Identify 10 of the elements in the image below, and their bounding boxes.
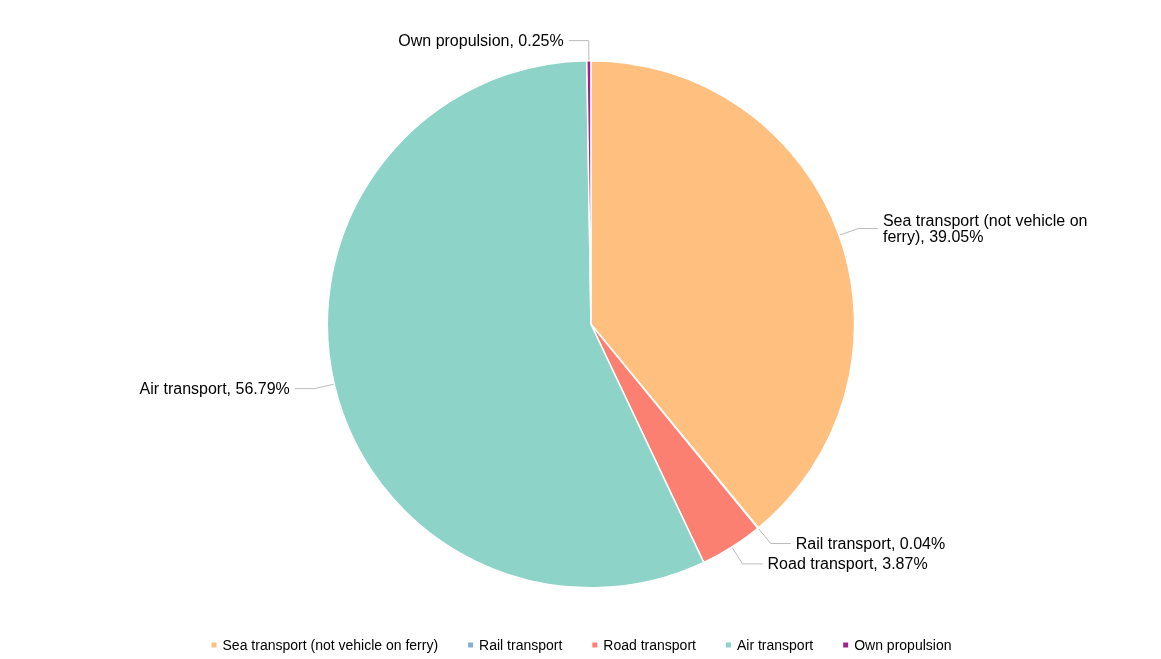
legend-label: Road transport (603, 637, 697, 653)
data-label: Sea transport (not vehicle on ferry), 39.05% (882, 212, 1092, 246)
legend-label: Own propulsion (854, 637, 952, 653)
legend-label: Air transport (736, 637, 814, 653)
data-label: Own propulsion, 0.25% (398, 32, 564, 50)
legend-label: Sea transport (not vehicle on ferry) (222, 637, 439, 653)
data-label: Rail transport, 0.04% (795, 535, 946, 553)
legend-label: Rail transport (479, 637, 563, 653)
data-label: Air transport, 56.79% (139, 380, 290, 398)
data-label: Road transport, 3.87% (767, 555, 928, 573)
